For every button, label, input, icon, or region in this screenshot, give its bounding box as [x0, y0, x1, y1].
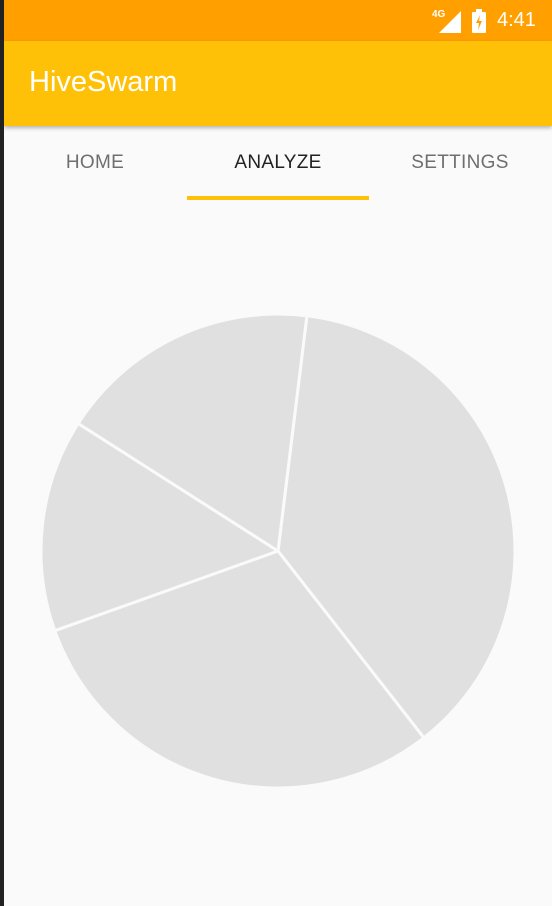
status-bar: 4G 4:41 [4, 0, 552, 41]
pie-slice-4[interactable] [76, 312, 309, 553]
pie-slice-2[interactable] [53, 549, 426, 790]
tab-home[interactable]: HOME [65, 152, 125, 173]
signal-icon [437, 11, 461, 38]
app-bar: HiveSwarm [4, 41, 552, 126]
tab-analyze[interactable]: ANALYZE [234, 152, 322, 173]
battery-icon [472, 9, 486, 38]
network-type-label: 4G [432, 9, 446, 20]
tab-settings[interactable]: SETTINGS [411, 152, 509, 173]
active-tab-indicator [187, 196, 369, 200]
tab-bar: HOME ANALYZE SETTINGS [4, 126, 552, 200]
pie-slice-1[interactable] [276, 314, 517, 740]
pie-slice-3[interactable] [39, 422, 280, 633]
screen: 4G 4:41 HiveSwarm HOME ANALYZE SETTINGS [4, 0, 552, 906]
status-time: 4:41 [497, 9, 536, 31]
app-title: HiveSwarm [29, 66, 178, 98]
pie-chart[interactable] [4, 200, 552, 906]
